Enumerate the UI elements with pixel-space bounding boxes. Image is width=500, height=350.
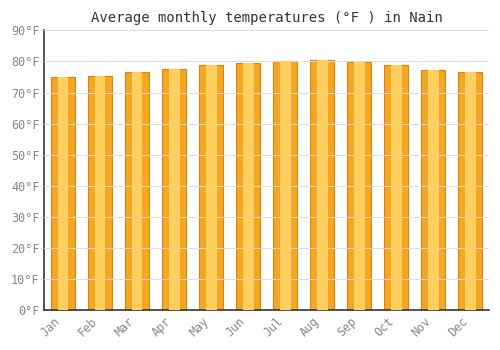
Bar [458, 72, 482, 310]
Bar [236, 63, 260, 310]
Bar [199, 65, 223, 310]
Bar [384, 65, 408, 310]
Bar [391, 65, 402, 310]
Bar [310, 60, 334, 310]
Bar [206, 65, 216, 310]
Bar [132, 72, 142, 310]
Bar [347, 62, 372, 310]
Bar [58, 77, 68, 310]
Bar [242, 63, 254, 310]
Title: Average monthly temperatures (°F ) in Nain: Average monthly temperatures (°F ) in Na… [91, 11, 443, 25]
Bar [428, 70, 439, 310]
Bar [88, 76, 112, 310]
Bar [125, 72, 149, 310]
Bar [273, 61, 297, 310]
Bar [465, 72, 476, 310]
Bar [354, 62, 364, 310]
Bar [94, 76, 106, 310]
Bar [51, 77, 75, 310]
Bar [317, 60, 328, 310]
Bar [280, 61, 290, 310]
Bar [168, 69, 179, 310]
Bar [422, 70, 446, 310]
Bar [162, 69, 186, 310]
